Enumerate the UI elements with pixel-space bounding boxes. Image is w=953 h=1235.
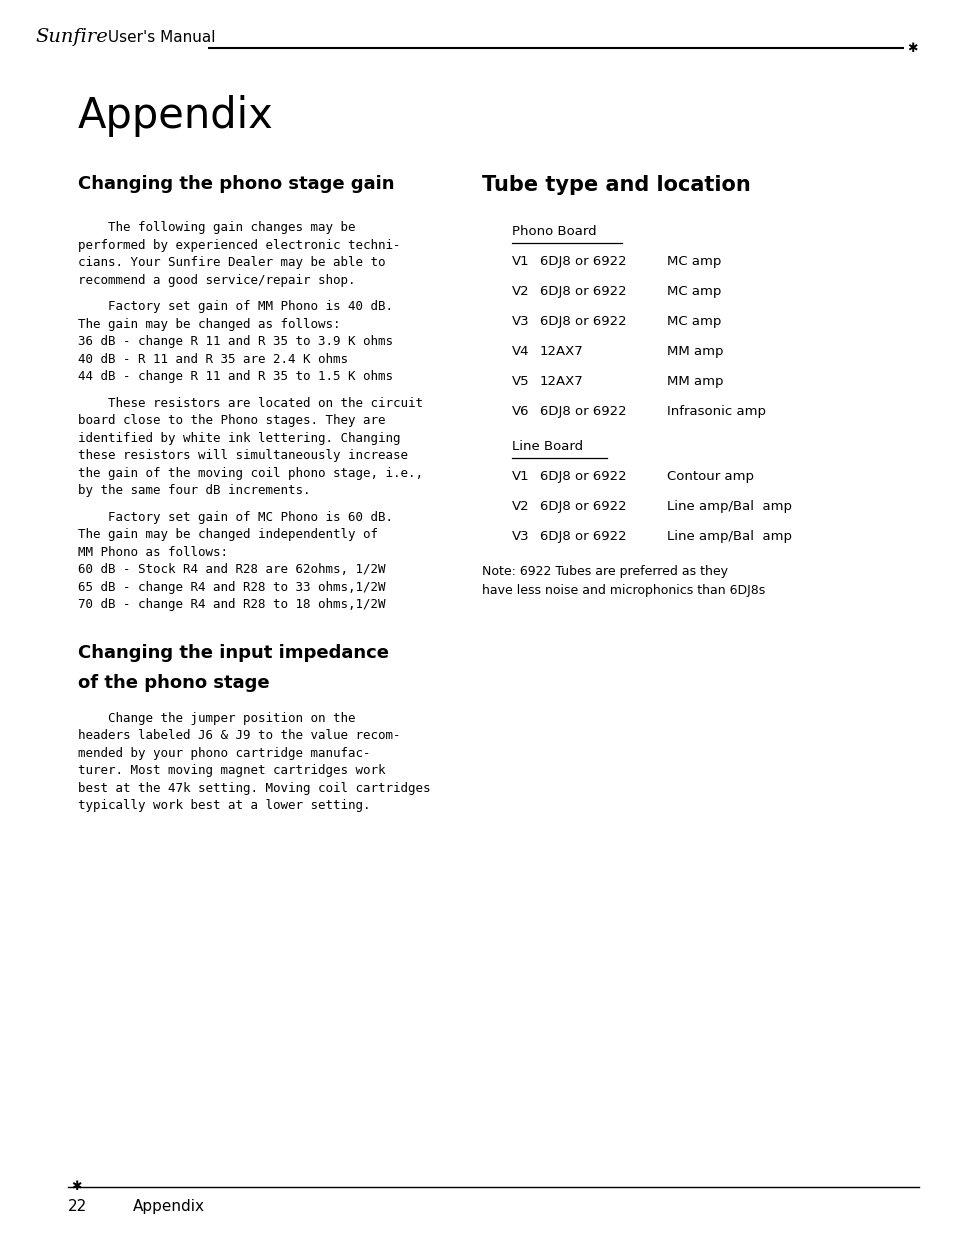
Text: ✱: ✱ [905,42,916,54]
Text: Changing the phono stage gain: Changing the phono stage gain [78,175,395,193]
Text: V2: V2 [511,285,529,298]
Text: Infrasonic amp: Infrasonic amp [666,405,765,417]
Text: V3: V3 [511,315,529,329]
Text: cians. Your Sunfire Dealer may be able to: cians. Your Sunfire Dealer may be able t… [78,256,385,269]
Text: MM Phono as follows:: MM Phono as follows: [78,546,228,558]
Text: Phono Board: Phono Board [511,225,596,238]
Text: 6DJ8 or 6922: 6DJ8 or 6922 [539,285,626,298]
Text: 6DJ8 or 6922: 6DJ8 or 6922 [539,254,626,268]
Text: have less noise and microphonics than 6DJ8s: have less noise and microphonics than 6D… [481,583,764,597]
Text: Tube type and location: Tube type and location [481,175,750,195]
Text: 22: 22 [68,1199,87,1214]
Text: these resistors will simultaneously increase: these resistors will simultaneously incr… [78,450,408,462]
Text: Appendix: Appendix [132,1199,205,1214]
Text: Factory set gain of MM Phono is 40 dB.: Factory set gain of MM Phono is 40 dB. [78,300,393,312]
Text: Contour amp: Contour amp [666,471,753,483]
Text: The following gain changes may be: The following gain changes may be [78,221,355,233]
Text: 36 dB - change R 11 and R 35 to 3.9 K ohms: 36 dB - change R 11 and R 35 to 3.9 K oh… [78,335,393,348]
Text: of the phono stage: of the phono stage [78,673,270,692]
Text: Line Board: Line Board [511,440,582,453]
Text: 6DJ8 or 6922: 6DJ8 or 6922 [539,500,626,513]
Text: Line amp/Bal  amp: Line amp/Bal amp [666,530,791,543]
Text: V5: V5 [511,375,529,388]
Text: mended by your phono cartridge manufac-: mended by your phono cartridge manufac- [78,746,370,760]
Text: 60 dB - Stock R4 and R28 are 62ohms, 1/2W: 60 dB - Stock R4 and R28 are 62ohms, 1/2… [78,563,385,576]
Text: These resistors are located on the circuit: These resistors are located on the circu… [78,396,422,410]
Text: 6DJ8 or 6922: 6DJ8 or 6922 [539,471,626,483]
Text: The gain may be changed independently of: The gain may be changed independently of [78,529,377,541]
Text: best at the 47k setting. Moving coil cartridges: best at the 47k setting. Moving coil car… [78,782,430,794]
Text: The gain may be changed as follows:: The gain may be changed as follows: [78,317,340,331]
Text: V1: V1 [511,471,529,483]
Text: 44 dB - change R 11 and R 35 to 1.5 K ohms: 44 dB - change R 11 and R 35 to 1.5 K oh… [78,370,393,383]
Text: 6DJ8 or 6922: 6DJ8 or 6922 [539,405,626,417]
Text: board close to the Phono stages. They are: board close to the Phono stages. They ar… [78,414,385,427]
Text: Factory set gain of MC Phono is 60 dB.: Factory set gain of MC Phono is 60 dB. [78,510,393,524]
Text: MM amp: MM amp [666,345,722,358]
Text: recommend a good service/repair shop.: recommend a good service/repair shop. [78,273,355,287]
Text: V1: V1 [511,254,529,268]
Text: Changing the input impedance: Changing the input impedance [78,643,389,662]
Text: V2: V2 [511,500,529,513]
Text: V4: V4 [511,345,529,358]
Text: Note: 6922 Tubes are preferred as they: Note: 6922 Tubes are preferred as they [481,564,727,578]
Text: User's Manual: User's Manual [103,30,215,44]
Text: MC amp: MC amp [666,285,720,298]
Text: Line amp/Bal  amp: Line amp/Bal amp [666,500,791,513]
Text: 70 dB - change R4 and R28 to 18 ohms,1/2W: 70 dB - change R4 and R28 to 18 ohms,1/2… [78,598,385,611]
Text: MC amp: MC amp [666,254,720,268]
Text: 6DJ8 or 6922: 6DJ8 or 6922 [539,530,626,543]
Text: identified by white ink lettering. Changing: identified by white ink lettering. Chang… [78,431,400,445]
Text: 65 dB - change R4 and R28 to 33 ohms,1/2W: 65 dB - change R4 and R28 to 33 ohms,1/2… [78,580,385,594]
Text: performed by experienced electronic techni-: performed by experienced electronic tech… [78,238,400,252]
Text: V3: V3 [511,530,529,543]
Text: ✱: ✱ [71,1181,81,1193]
Text: turer. Most moving magnet cartridges work: turer. Most moving magnet cartridges wor… [78,764,385,777]
Text: Change the jumper position on the: Change the jumper position on the [78,711,355,725]
Text: headers labeled J6 & J9 to the value recom-: headers labeled J6 & J9 to the value rec… [78,729,400,742]
Text: the gain of the moving coil phono stage, i.e.,: the gain of the moving coil phono stage,… [78,467,422,479]
Text: Sunfire: Sunfire [35,28,108,46]
Text: Appendix: Appendix [78,95,274,137]
Text: 12AX7: 12AX7 [539,375,583,388]
Text: by the same four dB increments.: by the same four dB increments. [78,484,310,496]
Text: MM amp: MM amp [666,375,722,388]
Text: typically work best at a lower setting.: typically work best at a lower setting. [78,799,370,811]
Text: 6DJ8 or 6922: 6DJ8 or 6922 [539,315,626,329]
Text: 12AX7: 12AX7 [539,345,583,358]
Text: MC amp: MC amp [666,315,720,329]
Text: V6: V6 [511,405,529,417]
Text: 40 dB - R 11 and R 35 are 2.4 K ohms: 40 dB - R 11 and R 35 are 2.4 K ohms [78,352,348,366]
